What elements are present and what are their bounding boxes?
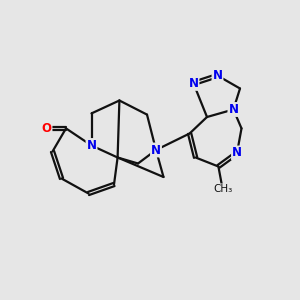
Text: N: N bbox=[212, 69, 223, 82]
Text: N: N bbox=[188, 77, 199, 90]
Text: O: O bbox=[41, 122, 52, 135]
Text: CH₃: CH₃ bbox=[213, 184, 232, 194]
Text: N: N bbox=[228, 103, 239, 116]
Text: N: N bbox=[151, 143, 161, 157]
Text: N: N bbox=[86, 139, 97, 152]
Text: N: N bbox=[232, 146, 242, 160]
